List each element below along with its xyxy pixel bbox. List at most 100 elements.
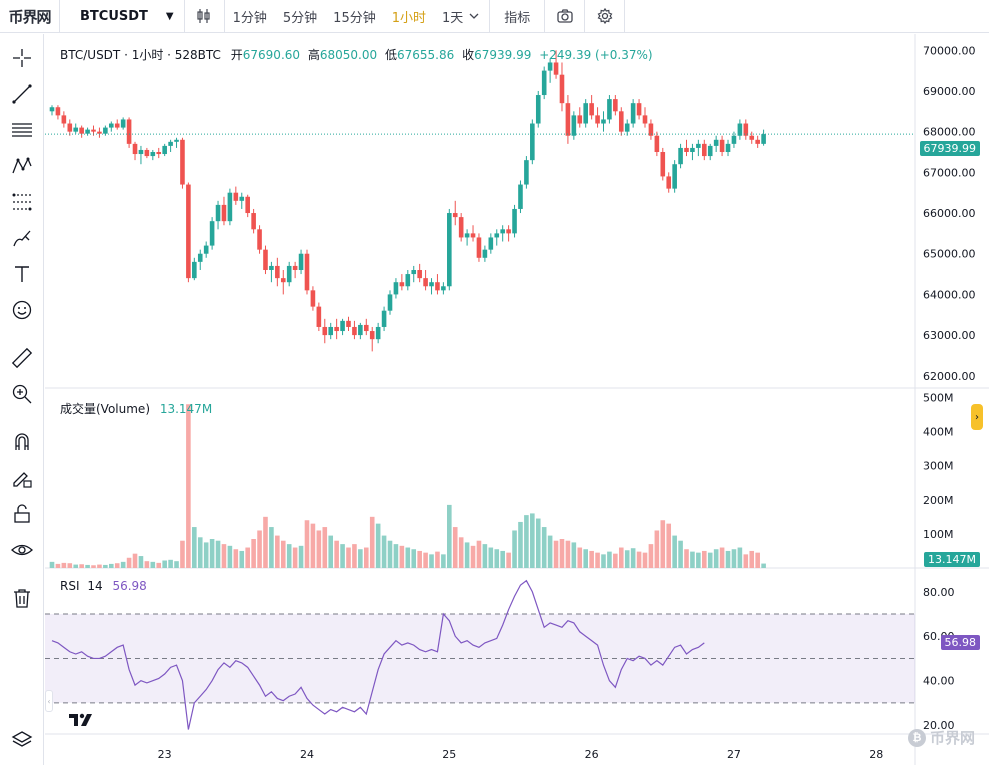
candle-body xyxy=(114,123,120,128)
volume-bar xyxy=(358,549,363,568)
brush-tool[interactable] xyxy=(6,222,38,254)
chevron-down-icon xyxy=(469,13,479,19)
volume-bar xyxy=(369,516,375,568)
symbol-label: BTCUSDT xyxy=(80,8,148,24)
volume-bar xyxy=(91,565,96,568)
volume-bar xyxy=(690,551,695,568)
symbol-selector[interactable]: BTCUSDT ▼ xyxy=(60,0,185,33)
brand-logo[interactable]: 币界网 xyxy=(0,0,60,33)
candle-body xyxy=(624,123,630,132)
ruler-tool[interactable] xyxy=(6,342,38,374)
candle-body xyxy=(280,278,286,283)
candle-body xyxy=(85,129,90,134)
candle-body xyxy=(541,70,547,96)
volume-bar xyxy=(49,561,55,568)
volume-bar xyxy=(713,549,719,568)
emoji-tool[interactable] xyxy=(6,294,38,326)
volume-bar xyxy=(642,552,648,568)
time-tick-label: 26 xyxy=(585,748,599,761)
volume-bar xyxy=(559,539,565,568)
volume-bar xyxy=(512,530,517,568)
candle-body xyxy=(233,192,239,201)
volume-bar xyxy=(346,547,351,568)
legend-low-label: 低 xyxy=(384,48,397,62)
volume-bar xyxy=(470,545,476,568)
candle-body xyxy=(565,103,571,136)
candle-body xyxy=(405,274,411,287)
legend-change: +249.39 (+0.37%) xyxy=(539,48,653,62)
volume-bar xyxy=(215,540,221,568)
price-tick-label: 64000.00 xyxy=(923,288,976,301)
volume-bar xyxy=(334,540,339,568)
price-tick-label: 68000.00 xyxy=(923,126,976,139)
candle-body xyxy=(749,135,755,140)
volume-bar xyxy=(375,523,381,568)
collapse-arrow-icon[interactable]: ‹ xyxy=(45,690,53,712)
timeframe-1m[interactable]: 1分钟 xyxy=(232,10,267,26)
candle-body xyxy=(203,245,209,254)
candle-body xyxy=(654,135,660,152)
volume-bar xyxy=(660,520,666,568)
volume-bar xyxy=(595,552,600,568)
volume-tick-label: 100M xyxy=(923,528,954,541)
candle-body xyxy=(583,103,588,124)
volume-bar xyxy=(672,535,677,568)
delete-tool[interactable] xyxy=(6,582,38,614)
candle-body xyxy=(678,147,683,165)
timeframe-1h[interactable]: 1小时 xyxy=(391,10,426,26)
lock-tool[interactable] xyxy=(6,498,38,530)
rsi-legend-value: 56.98 xyxy=(112,579,147,593)
candle-body xyxy=(209,221,215,246)
legend-open: 67690.60 xyxy=(242,48,301,62)
eye-icon xyxy=(11,544,33,556)
volume-bar xyxy=(684,549,689,568)
object-tree-tool[interactable] xyxy=(6,724,38,756)
timeframe-5m[interactable]: 5分钟 xyxy=(282,10,318,26)
ruler-icon xyxy=(11,347,33,369)
screenshot-button[interactable] xyxy=(545,0,586,33)
trendline-tool[interactable] xyxy=(6,78,38,110)
settings-button[interactable] xyxy=(585,0,626,33)
text-tool[interactable] xyxy=(6,258,38,290)
candle-body xyxy=(257,229,262,250)
candle-body xyxy=(411,270,417,275)
tradingview-logo[interactable] xyxy=(67,710,97,730)
volume-bar xyxy=(654,530,660,568)
volume-bar xyxy=(553,540,559,568)
candle-body xyxy=(660,152,666,177)
volume-bar xyxy=(399,545,405,568)
timeframe-15m[interactable]: 15分钟 xyxy=(333,10,376,26)
expand-arrow-icon[interactable]: › xyxy=(971,404,983,430)
zoom-in-icon xyxy=(12,384,32,404)
horizontal-lines-tool[interactable] xyxy=(6,114,38,146)
lock-drawing-tool[interactable] xyxy=(6,462,38,494)
price-tick-label: 66000.00 xyxy=(923,207,976,220)
volume-bar xyxy=(328,535,334,568)
candle-body xyxy=(73,127,79,132)
last-volume-label: 13.147M xyxy=(924,552,980,567)
candle-body xyxy=(577,115,583,124)
volume-bar xyxy=(251,539,256,568)
trendline-icon xyxy=(12,84,32,104)
zoom-tool[interactable] xyxy=(6,378,38,410)
candle-body xyxy=(530,123,535,161)
pattern-tool[interactable] xyxy=(6,150,38,182)
timeframe-1d[interactable]: 1天 xyxy=(434,0,489,33)
candle-body xyxy=(725,143,731,152)
visibility-tool[interactable] xyxy=(6,534,38,566)
volume-bar xyxy=(607,551,612,568)
volume-bar xyxy=(441,554,446,568)
indicators-button[interactable]: 指标 xyxy=(504,10,531,26)
chart-area[interactable]: 62000.00 63000.00 64000.00 65000.00 66000.00… xyxy=(45,34,989,765)
magnet-tool[interactable] xyxy=(6,426,38,458)
candle-style-button[interactable] xyxy=(185,0,225,33)
volume-bar xyxy=(227,545,233,568)
fib-tool[interactable] xyxy=(6,186,38,218)
volume-bar xyxy=(168,559,173,568)
candle-body xyxy=(55,107,61,116)
candle-body xyxy=(97,131,102,134)
chart-canvas[interactable]: 62000.00 63000.00 64000.00 65000.00 66000.00… xyxy=(45,34,989,765)
crosshair-tool[interactable] xyxy=(6,42,38,74)
rsi-legend-name: RSI xyxy=(60,579,80,593)
volume-legend-name: 成交量(Volume) xyxy=(60,402,150,416)
